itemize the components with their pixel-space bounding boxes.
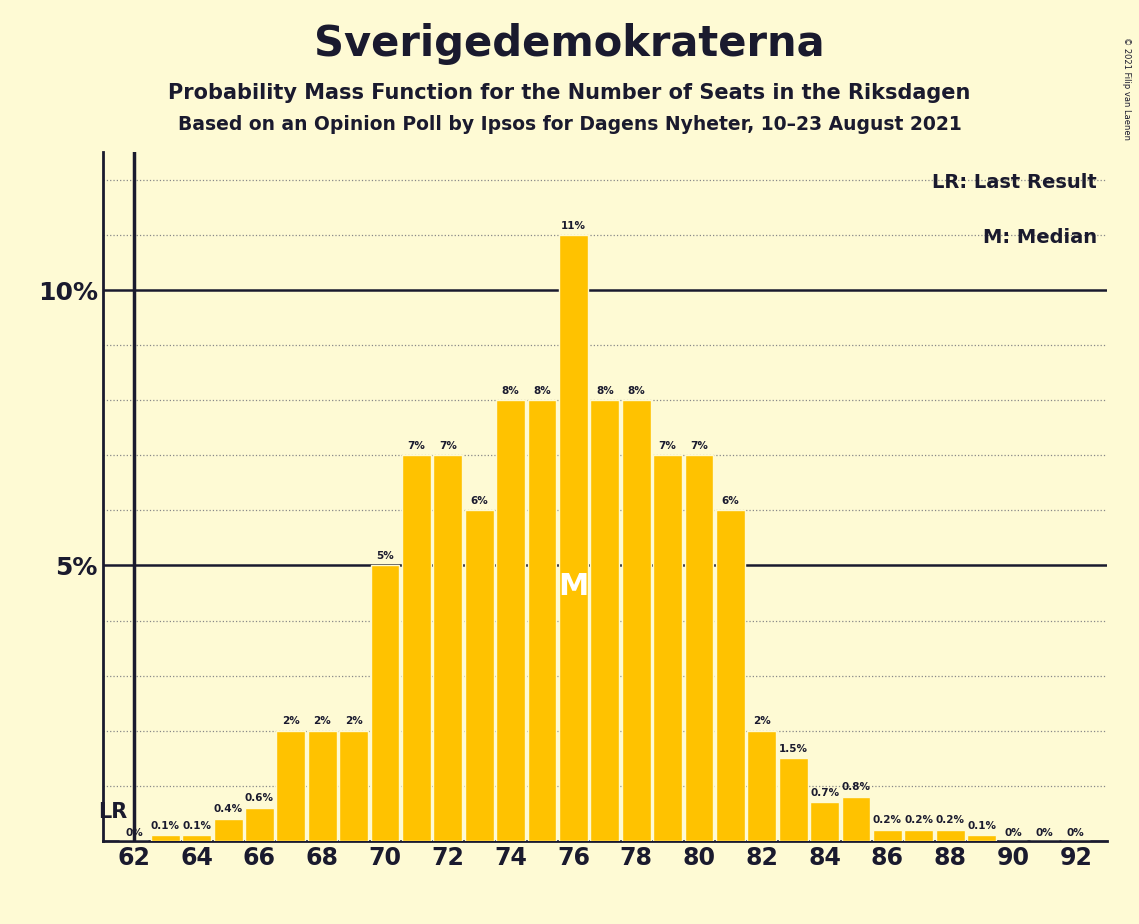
Text: 0.1%: 0.1% xyxy=(182,821,211,831)
Text: 0.2%: 0.2% xyxy=(935,815,965,825)
Text: 0%: 0% xyxy=(1005,828,1022,838)
Bar xyxy=(936,830,965,841)
Text: 6%: 6% xyxy=(721,496,739,506)
Bar xyxy=(245,808,273,841)
Text: 0.6%: 0.6% xyxy=(245,794,274,803)
Bar xyxy=(685,456,713,841)
Bar xyxy=(716,510,745,841)
Text: 8%: 8% xyxy=(533,386,551,395)
Text: 2%: 2% xyxy=(345,716,362,726)
Text: 7%: 7% xyxy=(439,441,457,451)
Bar xyxy=(653,456,682,841)
Text: 0.8%: 0.8% xyxy=(842,783,870,793)
Bar xyxy=(497,400,525,841)
Bar xyxy=(967,835,995,841)
Text: 0.7%: 0.7% xyxy=(810,788,839,798)
Text: 2%: 2% xyxy=(753,716,771,726)
Text: 8%: 8% xyxy=(502,386,519,395)
Text: 0%: 0% xyxy=(1067,828,1084,838)
Bar xyxy=(339,731,368,841)
Bar xyxy=(214,819,243,841)
Bar xyxy=(779,759,808,841)
Text: Based on an Opinion Poll by Ipsos for Dagens Nyheter, 10–23 August 2021: Based on an Opinion Poll by Ipsos for Da… xyxy=(178,116,961,135)
Bar xyxy=(842,796,870,841)
Bar xyxy=(277,731,305,841)
Text: 0%: 0% xyxy=(125,828,142,838)
Text: LR: LR xyxy=(98,801,128,821)
Text: 2%: 2% xyxy=(313,716,331,726)
Text: 0.1%: 0.1% xyxy=(150,821,180,831)
Bar xyxy=(434,456,462,841)
Text: Probability Mass Function for the Number of Seats in the Riksdagen: Probability Mass Function for the Number… xyxy=(169,83,970,103)
Text: 0.2%: 0.2% xyxy=(904,815,933,825)
Text: Sverigedemokraterna: Sverigedemokraterna xyxy=(314,23,825,65)
Text: 5%: 5% xyxy=(376,551,394,561)
Text: 8%: 8% xyxy=(596,386,614,395)
Text: 0.1%: 0.1% xyxy=(967,821,995,831)
Bar xyxy=(527,400,557,841)
Bar xyxy=(559,235,588,841)
Bar xyxy=(590,400,620,841)
Bar xyxy=(872,830,902,841)
Text: 7%: 7% xyxy=(658,441,677,451)
Text: 0%: 0% xyxy=(1035,828,1054,838)
Bar xyxy=(370,565,400,841)
Bar xyxy=(810,802,839,841)
Text: 6%: 6% xyxy=(470,496,489,506)
Bar xyxy=(182,835,211,841)
Bar xyxy=(747,731,776,841)
Text: 0.4%: 0.4% xyxy=(213,805,243,814)
Text: 7%: 7% xyxy=(408,441,425,451)
Text: LR: Last Result: LR: Last Result xyxy=(933,173,1097,192)
Text: 0.2%: 0.2% xyxy=(872,815,902,825)
Text: M: Median: M: Median xyxy=(983,228,1097,248)
Bar xyxy=(465,510,493,841)
Text: 7%: 7% xyxy=(690,441,708,451)
Bar xyxy=(308,731,337,841)
Bar xyxy=(402,456,431,841)
Text: 1.5%: 1.5% xyxy=(779,744,808,754)
Text: © 2021 Filip van Laenen: © 2021 Filip van Laenen xyxy=(1122,37,1131,140)
Text: M: M xyxy=(558,572,589,601)
Bar xyxy=(150,835,180,841)
Text: 8%: 8% xyxy=(628,386,645,395)
Bar xyxy=(622,400,650,841)
Text: 11%: 11% xyxy=(560,221,585,231)
Text: 2%: 2% xyxy=(282,716,300,726)
Bar xyxy=(904,830,933,841)
